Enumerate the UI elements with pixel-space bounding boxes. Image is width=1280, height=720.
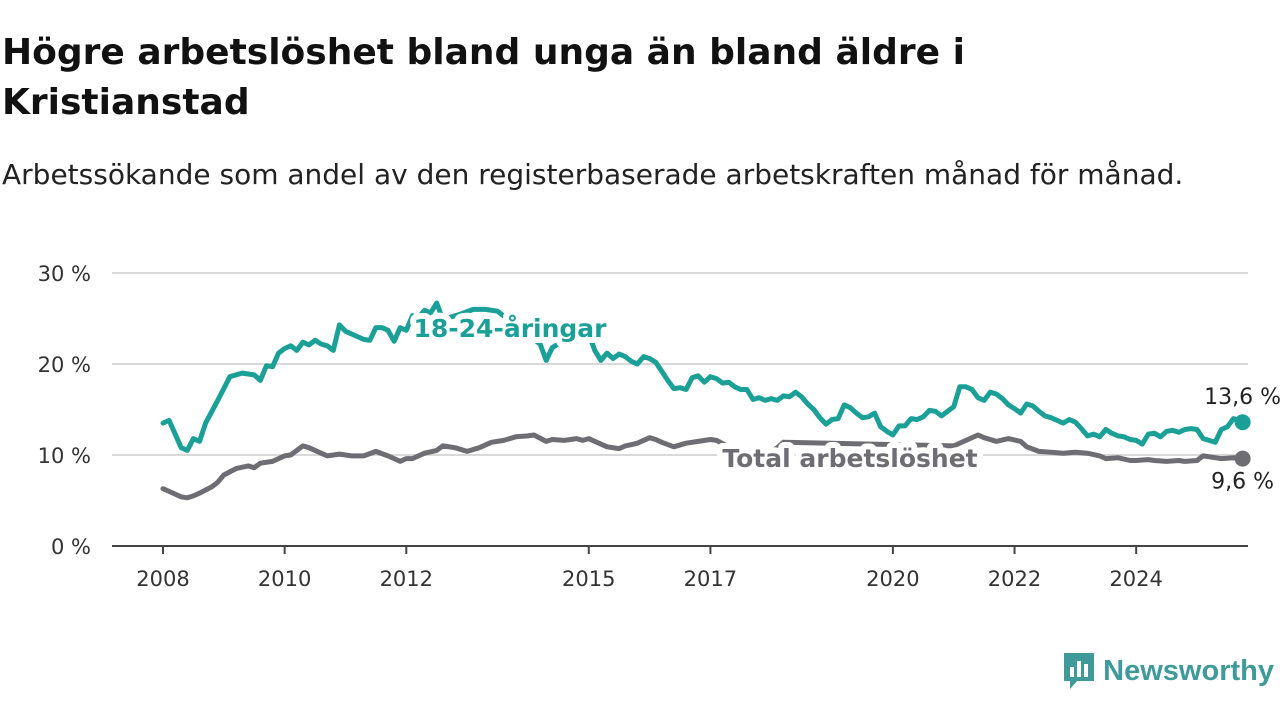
- brand-name: Newsworthy: [1103, 654, 1274, 687]
- x-tick-label: 2020: [866, 567, 919, 591]
- x-tick-label: 2017: [684, 567, 737, 591]
- x-tick-label: 2022: [988, 567, 1041, 591]
- chart-subtitle: Arbetssökande som andel av den registerb…: [2, 158, 1184, 191]
- y-tick-label: 10 %: [38, 444, 91, 468]
- brand-logo: Newsworthy: [1061, 650, 1274, 692]
- end-marker-youth: [1234, 414, 1251, 431]
- bar-chart-bubble-icon: [1064, 653, 1095, 689]
- y-tick-label: 20 %: [38, 353, 91, 377]
- x-tick-label: 2008: [136, 567, 189, 591]
- y-tick-label: 0 %: [51, 535, 91, 559]
- series-label-youth: 18-24-åringar: [414, 314, 608, 343]
- end-value-label-youth: 13,6 %: [1204, 385, 1280, 410]
- series-label-halo-youth: 18-24-åringar: [414, 314, 608, 343]
- series-label-halo-total: Total arbetslöshet: [722, 444, 977, 473]
- end-marker-total: [1234, 450, 1251, 467]
- end-value-label-total: 9,6 %: [1211, 470, 1274, 495]
- x-tick-label: 2010: [258, 567, 311, 591]
- x-tick-label: 2012: [380, 567, 433, 591]
- series-line-total: [160, 432, 1246, 501]
- y-tick-label: 30 %: [38, 262, 91, 286]
- x-tick-label: 2024: [1109, 567, 1162, 591]
- series-label-total: Total arbetslöshet: [722, 444, 977, 473]
- series-line-youth: [160, 300, 1246, 453]
- chart-title: Högre arbetslöshet bland unga än bland ä…: [2, 32, 965, 123]
- x-tick-label: 2015: [562, 567, 615, 591]
